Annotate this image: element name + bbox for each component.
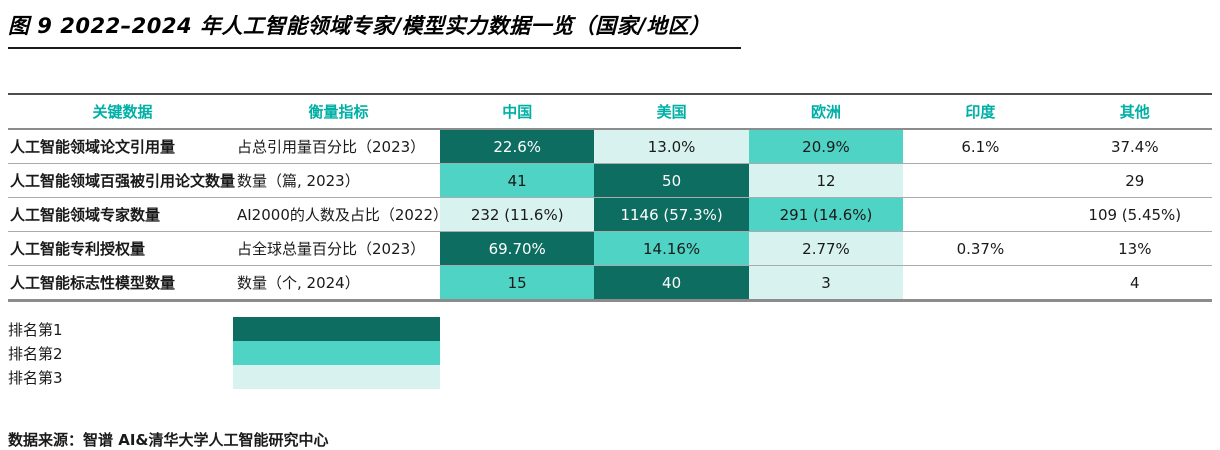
value-cell: [903, 266, 1057, 299]
row-label: 人工智能领域专家数量: [10, 206, 161, 224]
value-cell: 2.77%: [748, 232, 904, 265]
value-cell: 20.9%: [748, 130, 904, 163]
table-row: 人工智能专利授权量 占全球总量百分比（2023） 69.70% 14.16% 2.7…: [8, 231, 1212, 265]
table-row: 人工智能领域专家数量 AI2000的人数及占比（2022） 232 (11.6%…: [8, 197, 1212, 231]
value-cell: 3: [748, 266, 904, 299]
row-indicator: 数量（篇, 2023）: [237, 172, 360, 190]
legend-item-rank3: 排名第3: [8, 365, 1212, 389]
value-cell: 22.6%: [440, 130, 595, 163]
value-cell: [903, 164, 1057, 197]
value-cell: 12: [748, 164, 904, 197]
ranking-table: 关键数据 衡量指标 中国 美国 欧洲 印度 其他 人工智能领域论文引用量 占总引…: [8, 93, 1212, 302]
legend-item-rank2: 排名第2: [8, 341, 1212, 365]
value-cell: 6.1%: [961, 137, 1000, 156]
value-cell: 40: [594, 266, 749, 299]
legend-swatch-rank1: [233, 317, 440, 341]
value-cell: 232 (11.6%): [440, 198, 595, 231]
legend-label-rank2: 排名第2: [8, 344, 63, 363]
rank-legend: 排名第1 排名第2 排名第3: [8, 317, 1212, 389]
value-cell: 50: [594, 164, 749, 197]
row-indicator: 占全球总量百分比（2023）: [237, 240, 426, 258]
column-header-india: 印度: [965, 103, 996, 121]
table-row: 人工智能标志性模型数量 数量（个, 2024） 15 40 3 4: [8, 265, 1212, 299]
column-header-us: 美国: [656, 103, 687, 121]
column-header-other: 其他: [1119, 103, 1150, 121]
value-cell: 15: [440, 266, 595, 299]
value-cell: 4: [1130, 273, 1140, 292]
value-cell: 29: [1125, 171, 1145, 190]
legend-label-rank1: 排名第1: [8, 320, 63, 339]
row-label: 人工智能标志性模型数量: [10, 274, 176, 292]
row-indicator: AI2000的人数及占比（2022）: [237, 206, 440, 224]
row-indicator: 占总引用量百分比（2023）: [237, 138, 426, 156]
row-label: 人工智能专利授权量: [10, 240, 146, 258]
value-cell: 109 (5.45%): [1088, 205, 1182, 224]
table-body: 人工智能领域论文引用量 占总引用量百分比（2023） 22.6% 13.0% 20.…: [8, 130, 1212, 299]
value-cell: 1146 (57.3%): [594, 198, 749, 231]
table-header-row: 关键数据 衡量指标 中国 美国 欧洲 印度 其他: [8, 95, 1212, 130]
value-cell: 13%: [1118, 239, 1152, 258]
table-row: 人工智能领域论文引用量 占总引用量百分比（2023） 22.6% 13.0% 20.…: [8, 130, 1212, 163]
value-cell: 14.16%: [594, 232, 749, 265]
column-header-key-data: 关键数据: [92, 103, 153, 121]
value-cell: 291 (14.6%): [748, 198, 904, 231]
row-label: 人工智能领域论文引用量: [10, 138, 176, 156]
figure-title: 图 9 2022–2024 年人工智能领域专家/模型实力数据一览（国家/地区）: [8, 8, 741, 49]
column-header-china: 中国: [502, 103, 533, 121]
row-label: 人工智能领域百强被引用论文数量: [10, 172, 236, 190]
value-cell: 37.4%: [1110, 137, 1159, 156]
legend-swatch-rank2: [233, 341, 440, 365]
value-cell: 13.0%: [594, 130, 749, 163]
value-cell: 0.37%: [956, 239, 1005, 258]
row-indicator: 数量（个, 2024）: [237, 274, 360, 292]
column-header-europe: 欧洲: [810, 103, 841, 121]
table-row: 人工智能领域百强被引用论文数量 数量（篇, 2023） 41 50 12 29: [8, 163, 1212, 197]
data-source: 数据来源：智谱 AI&清华大学人工智能研究中心: [8, 431, 329, 449]
value-cell: 41: [440, 164, 595, 197]
column-header-indicator: 衡量指标: [308, 103, 369, 121]
value-cell: [903, 198, 1057, 231]
value-cell: 69.70%: [440, 232, 595, 265]
legend-item-rank1: 排名第1: [8, 317, 1212, 341]
legend-swatch-rank3: [233, 365, 440, 389]
legend-label-rank3: 排名第3: [8, 368, 63, 387]
